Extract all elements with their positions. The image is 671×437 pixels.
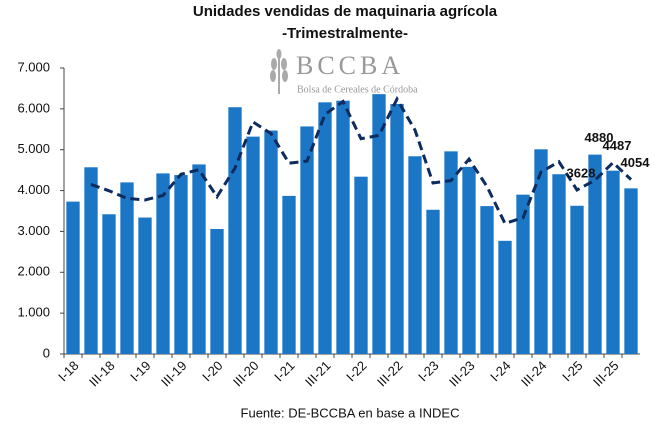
y-tick-label: 3.000 (17, 223, 50, 238)
data-label: 4487 (603, 138, 632, 153)
bar (534, 149, 548, 354)
bar (120, 182, 134, 354)
bar (354, 176, 368, 354)
bar (102, 214, 116, 354)
bar (246, 136, 260, 354)
bar (390, 103, 404, 354)
x-tick-label: I-18 (55, 358, 81, 384)
bar (462, 166, 476, 354)
y-tick-label: 2.000 (17, 264, 50, 279)
bar (138, 217, 152, 354)
bar (282, 195, 296, 354)
bar (570, 205, 584, 354)
bar (498, 240, 512, 354)
bar (444, 151, 458, 354)
bar (228, 107, 242, 354)
x-tick-label: I-19 (127, 358, 153, 384)
bar (174, 175, 188, 354)
moving-average-line (90, 95, 633, 226)
bar (372, 94, 386, 355)
logo-subname: Bolsa de Cereales de Córdoba (297, 84, 418, 95)
x-tick-label: III-24 (518, 358, 550, 390)
y-tick-label: 4.000 (17, 182, 50, 197)
x-tick-label: III-23 (446, 358, 478, 390)
x-tick-label: III-18 (86, 358, 118, 390)
data-label: 4054 (621, 155, 651, 170)
x-tick-label: I-23 (415, 358, 441, 384)
bar (552, 174, 566, 354)
chart-subtitle: -Trimestralmente- (282, 25, 408, 42)
y-tick-label: 0 (43, 345, 50, 360)
x-tick-label: III-19 (158, 358, 190, 390)
source: Fuente: DE-BCCBA en base a INDEC (241, 405, 460, 420)
x-tick-label: III-25 (590, 358, 622, 390)
bar (408, 156, 422, 354)
bar (336, 100, 350, 354)
bar (606, 170, 620, 354)
y-tick-label: 5.000 (17, 141, 50, 156)
x-tick-label: III-21 (302, 358, 334, 390)
y-tick-label: 7.000 (17, 59, 50, 74)
chart-title: Unidades vendidas de maquinaria agrícola (193, 3, 498, 20)
y-tick-label: 1.000 (17, 305, 50, 320)
data-label: 3628 (567, 165, 596, 180)
x-tick-label: III-20 (230, 358, 262, 390)
bar (264, 130, 278, 354)
bar (66, 201, 80, 354)
bar (210, 228, 224, 354)
logo-icon (270, 49, 288, 94)
x-tick-label: I-25 (559, 358, 585, 384)
x-tick-label: I-22 (343, 358, 369, 384)
data-label: 4880 (585, 130, 614, 145)
bar (516, 194, 530, 354)
bar (84, 167, 98, 354)
bar (480, 206, 494, 354)
bar (192, 164, 206, 354)
logo-name: BCCBA (296, 51, 404, 80)
bar (624, 188, 638, 354)
bar (426, 209, 440, 354)
bar (318, 102, 332, 354)
x-tick-label: I-24 (487, 358, 513, 384)
x-tick-label: I-21 (271, 358, 297, 384)
x-tick-label: I-20 (199, 358, 225, 384)
bar (156, 173, 170, 354)
x-tick-label: III-22 (374, 358, 406, 390)
y-tick-label: 6.000 (17, 100, 50, 115)
bar (588, 154, 602, 354)
bar (300, 126, 314, 354)
